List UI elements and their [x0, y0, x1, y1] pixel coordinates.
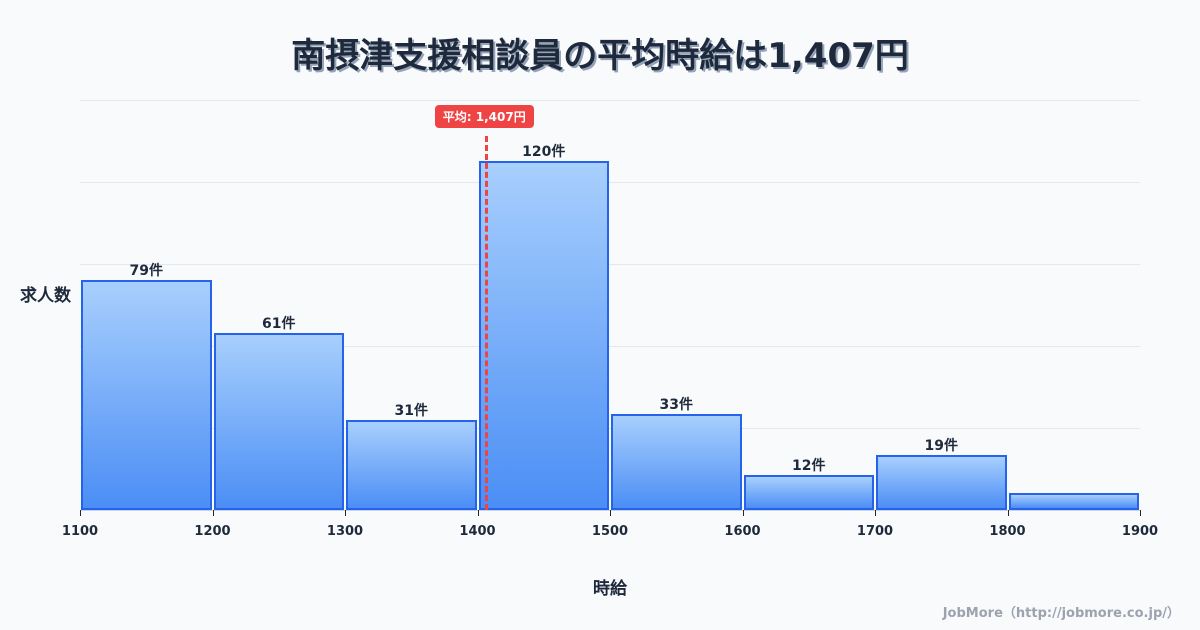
x-tick-label: 1200	[194, 524, 231, 539]
x-tick-label: 1500	[591, 524, 629, 539]
x-tick-label: 1700	[856, 524, 894, 539]
bar-value-label: 12件	[792, 458, 826, 475]
gridline	[80, 346, 1140, 347]
x-tick	[80, 510, 81, 516]
gridline	[80, 264, 1140, 265]
x-tick-label: 1400	[459, 524, 496, 539]
x-tick	[345, 510, 346, 516]
x-tick	[212, 510, 214, 516]
x-tick	[610, 510, 611, 516]
x-axis-label: 時給	[593, 579, 627, 599]
x-tick	[875, 510, 876, 516]
gridline	[80, 100, 1140, 101]
x-tick-label: 1300	[326, 524, 364, 539]
histogram-bar	[743, 475, 874, 510]
bar-value-label: 31件	[394, 402, 428, 419]
plot-area: 79件 61件 31件 120件 33件 12件 19件 1100 1200 1300 1400 1…	[62, 100, 1158, 539]
histogram-bar	[876, 454, 1007, 510]
histogram-bar	[611, 414, 742, 510]
x-tick-label: 1100	[61, 524, 99, 539]
histogram-bar	[478, 161, 609, 510]
credit-text: JobMore（http://jobmore.co.jp/）	[942, 606, 1180, 621]
y-axis-label: 求人数	[20, 286, 71, 306]
gridline	[80, 428, 1140, 429]
mean-badge: 平均: 1,407円	[434, 105, 534, 128]
bar-value-label: 19件	[924, 437, 958, 454]
gridline	[80, 182, 1140, 183]
bar-value-label: 61件	[262, 315, 296, 332]
x-tick	[1140, 510, 1141, 516]
bar-value-label: 33件	[659, 397, 693, 414]
x-tick	[1007, 510, 1009, 516]
x-tick-label: 1900	[1121, 524, 1159, 539]
x-tick	[477, 510, 479, 516]
bar-value-label: 120件	[522, 144, 566, 161]
x-tick-label: 1800	[989, 524, 1026, 539]
histogram-bar	[1008, 492, 1139, 510]
chart-title: 南摂津支援相談員の平均時給は1,407円	[291, 36, 909, 76]
histogram-bar	[346, 419, 477, 510]
x-tick	[742, 510, 744, 516]
mean-line	[485, 136, 489, 510]
histogram-bar	[213, 332, 344, 510]
histogram-bar	[81, 280, 212, 510]
x-tick-label: 1600	[724, 524, 761, 539]
bar-value-label: 79件	[129, 263, 163, 280]
